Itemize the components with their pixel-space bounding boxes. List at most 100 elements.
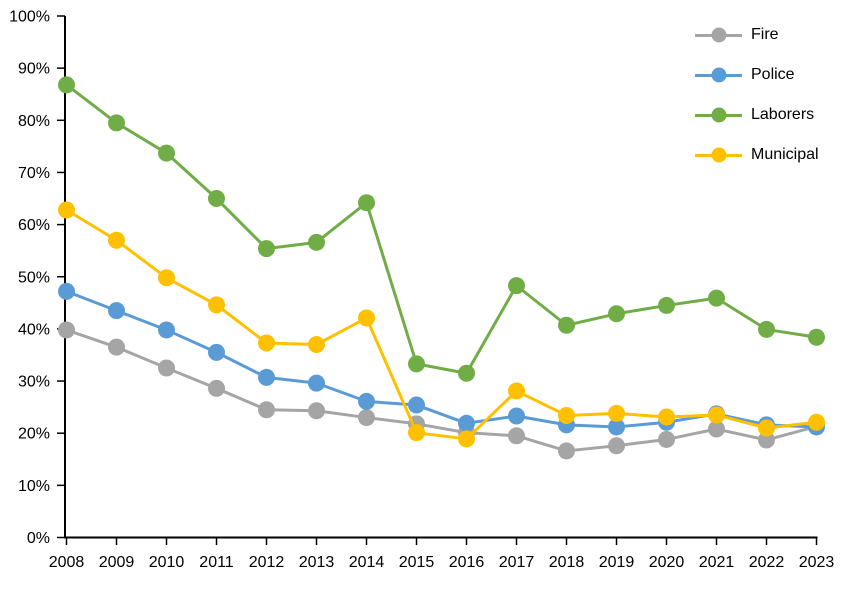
legend-marker-icon [711,27,726,43]
marker-police-2014 [358,392,375,410]
marker-municipal-2016 [458,430,475,448]
marker-fire-2018 [558,442,575,460]
marker-fire-2021 [708,420,725,438]
marker-fire-2019 [608,437,625,455]
marker-fire-2013 [308,402,325,420]
y-axis-labels: 0% 10% 20% 30% 40% 50% 60% 70% 80% 90% 100% [9,9,65,547]
marker-municipal-2015 [408,424,425,442]
marker-municipal-2013 [308,336,325,354]
x-tick-label: 2013 [299,554,335,571]
marker-laborers-2023 [808,328,825,346]
marker-laborers-2011 [208,190,225,208]
legend-label: Police [751,66,795,83]
marker-police-2012 [258,368,275,386]
legend: Fire Police Laborers Municipal [695,15,819,175]
series-laborers-line [65,83,818,375]
legend-item-police: Police [695,55,819,95]
marker-laborers-2019 [608,305,625,323]
series-fire [58,321,825,460]
legend-line-swatch-municipal [695,147,742,163]
x-tick-label: 2019 [599,554,635,571]
x-tick-label: 2022 [749,554,785,571]
x-tick-label: 2018 [549,554,585,571]
marker-laborers-2013 [308,233,325,251]
marker-fire-2009 [108,338,125,356]
marker-laborers-2008 [58,76,75,94]
marker-fire-2022 [758,431,775,449]
marker-fire-2017 [508,427,525,445]
series-fire-line [65,328,818,453]
marker-police-2016 [458,414,475,432]
marker-fire-2020 [658,430,675,448]
marker-police-2013 [308,374,325,392]
marker-police-2011 [208,343,225,361]
x-tick-label: 2012 [249,554,285,571]
marker-fire-2012 [258,401,275,419]
marker-laborers-2014 [358,194,375,212]
y-tick-label: 30% [18,374,50,391]
x-tick-label: 2009 [99,554,135,571]
x-tick-label: 2014 [349,554,385,571]
legend-item-fire: Fire [695,15,819,55]
legend-marker-icon [711,107,726,123]
marker-laborers-2022 [758,320,775,338]
legend-item-laborers: Laborers [695,95,819,135]
y-tick-label: 0% [27,530,50,547]
marker-municipal-2014 [358,309,375,327]
marker-fire-2014 [358,409,375,427]
marker-laborers-2021 [708,289,725,307]
x-tick-label: 2011 [199,554,234,571]
x-tick-label: 2017 [499,554,535,571]
marker-municipal-2019 [608,404,625,422]
marker-laborers-2015 [408,355,425,373]
legend-marker-icon [711,147,726,163]
marker-municipal-2018 [558,406,575,424]
marker-police-2019 [608,418,625,436]
marker-police-2010 [158,321,175,339]
y-tick-label: 60% [18,217,50,234]
x-axis-labels: 2008 2009 2010 2011 2012 2013 2014 2015 2016 2017… [49,537,835,571]
marker-laborers-2020 [658,296,675,314]
x-tick-label: 2010 [149,554,185,571]
marker-municipal-2022 [758,419,775,437]
x-tick-label: 2015 [399,554,435,571]
marker-fire-2011 [208,379,225,397]
legend-line-swatch-police [695,67,742,83]
marker-fire-2008 [58,321,75,339]
y-tick-label: 10% [18,478,50,495]
x-tick-label: 2008 [49,554,85,571]
marker-police-2015 [408,396,425,414]
legend-label: Municipal [751,146,819,163]
legend-line-swatch-laborers [695,107,742,123]
x-tick-label: 2021 [699,554,735,571]
y-tick-label: 40% [18,321,50,338]
series-municipal-line [65,208,818,441]
y-tick-label: 90% [18,61,50,78]
marker-municipal-2021 [708,406,725,424]
x-tick-label: 2020 [649,554,685,571]
marker-municipal-2020 [658,408,675,426]
marker-municipal-2017 [508,382,525,400]
series-police-line [65,289,818,429]
marker-municipal-2008 [58,201,75,219]
marker-fire-2010 [158,359,175,377]
marker-municipal-2023 [808,413,825,431]
y-tick-label: 80% [18,113,50,130]
x-tick-label: 2023 [799,554,835,571]
marker-laborers-2016 [458,364,475,382]
marker-laborers-2009 [108,114,125,132]
marker-municipal-2009 [108,231,125,249]
marker-laborers-2017 [508,277,525,295]
marker-police-2017 [508,407,525,425]
marker-municipal-2010 [158,269,175,287]
x-tick-label: 2016 [449,554,485,571]
marker-laborers-2012 [258,240,275,258]
marker-municipal-2012 [258,334,275,352]
y-tick-label: 100% [9,9,50,26]
legend-label: Fire [751,26,779,43]
legend-item-municipal: Municipal [695,135,819,175]
y-tick-label: 50% [18,269,50,286]
y-tick-label: 20% [18,426,50,443]
